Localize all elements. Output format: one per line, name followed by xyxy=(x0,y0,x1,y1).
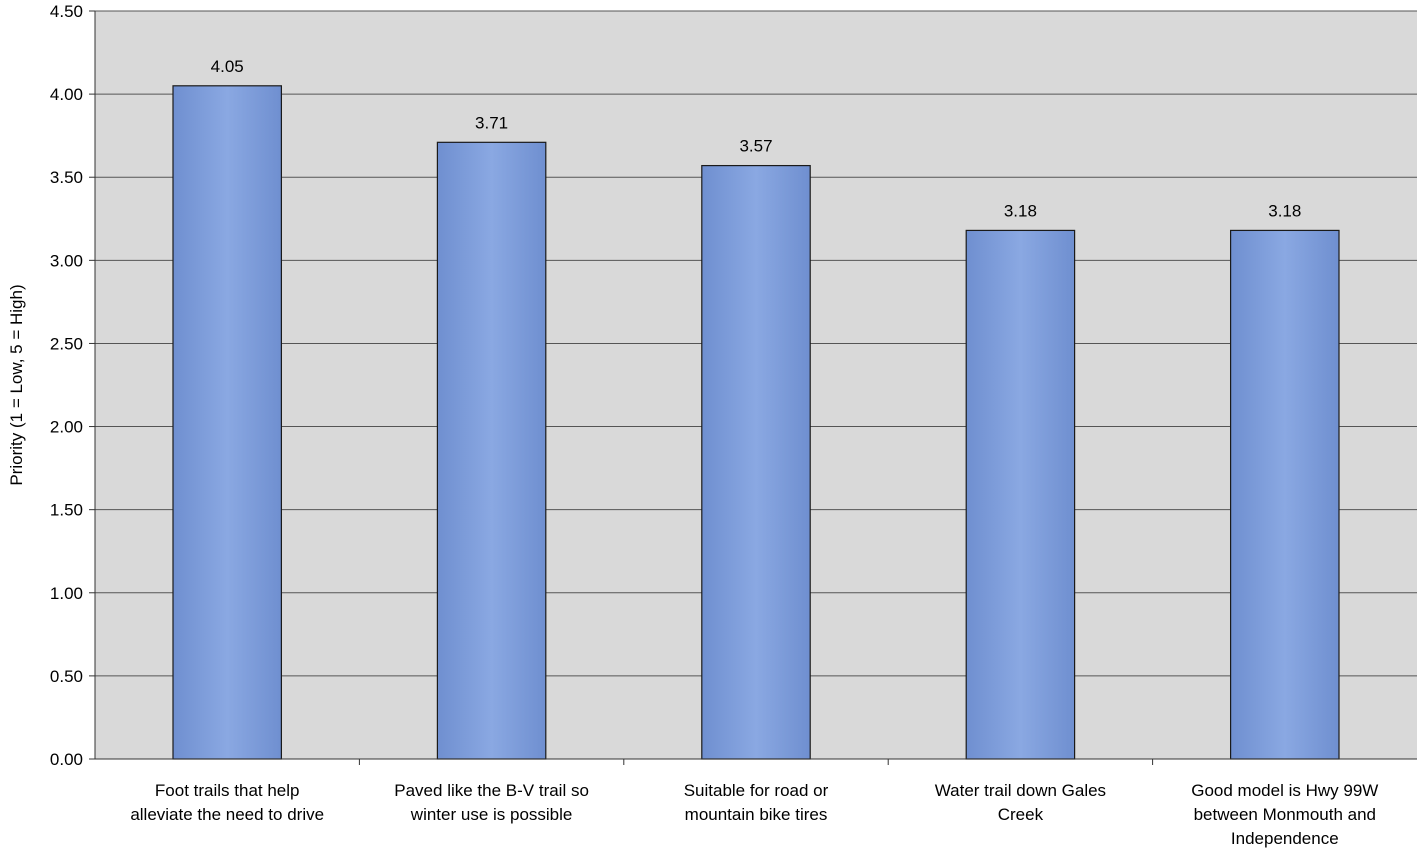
data-label: 3.18 xyxy=(1268,201,1301,220)
x-tick-label: Suitable for road or mountain bike tires xyxy=(684,781,829,824)
y-tick-label: 4.50 xyxy=(50,2,83,21)
data-label: 4.05 xyxy=(211,57,244,76)
bar xyxy=(965,229,1076,760)
x-tick-label: Foot trails that help alleviate the need … xyxy=(130,781,324,824)
bar xyxy=(172,85,283,760)
y-tick-label: 0.00 xyxy=(50,750,83,769)
bar xyxy=(436,141,547,760)
y-tick-label: 2.50 xyxy=(50,334,83,353)
bars xyxy=(172,85,1340,760)
y-tick-label: 1.50 xyxy=(50,501,83,520)
y-tick-label: 4.00 xyxy=(50,85,83,104)
x-tick-label: Water trail down Gales Creek xyxy=(935,781,1106,824)
bar xyxy=(701,164,811,760)
x-tick-label: Paved like the B-V trail so winter use is… xyxy=(394,781,589,824)
y-axis: 0.00 0.50 1.00 1.50 2.00 2.50 3.00 3.50 4.00 4.50 xyxy=(50,2,96,769)
x-tick-label: Good model is Hwy 99W between Monmouth an… xyxy=(1191,781,1378,848)
y-tick-label: 3.00 xyxy=(50,251,83,270)
bar xyxy=(1229,229,1340,760)
y-tick-label: 0.50 xyxy=(50,667,83,686)
y-tick-label: 1.00 xyxy=(50,584,83,603)
data-label: 3.71 xyxy=(475,113,508,132)
data-labels: 4.05 3.71 3.57 3.18 3.18 xyxy=(211,57,1302,221)
y-tick-label: 2.00 xyxy=(50,418,83,437)
x-axis: Foot trails that help alleviate the need … xyxy=(95,758,1417,848)
data-label: 3.18 xyxy=(1004,201,1037,220)
data-label: 3.57 xyxy=(739,137,772,156)
y-axis-title: Priority (1 = Low, 5 = High) xyxy=(7,284,26,485)
y-tick-label: 3.50 xyxy=(50,168,83,187)
